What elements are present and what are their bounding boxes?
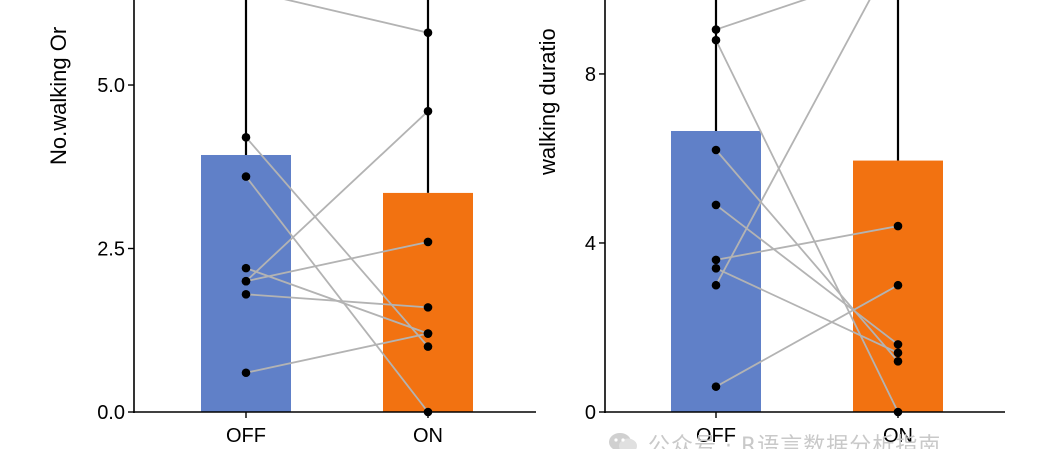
watermark: 公众号 · R语言数据分析指南 [604, 426, 1054, 449]
data-point-off [241, 289, 251, 299]
data-point-off [711, 264, 721, 273]
paired-line [245, 136, 429, 348]
y-axis-title: No.walking Or [46, 27, 71, 165]
paired-line [245, 332, 429, 374]
paired-line [245, 293, 429, 309]
data-point-off [711, 382, 721, 391]
data-point-off [241, 368, 251, 378]
paired-line [284, 0, 429, 34]
wechat-icon [609, 433, 637, 449]
y-tick-label: 8 [585, 64, 596, 86]
data-point-off [241, 276, 251, 286]
data-point-off [711, 200, 721, 210]
paired-line [245, 241, 429, 283]
x-tick-label-on: ON [883, 425, 913, 447]
data-point-on [893, 280, 903, 290]
data-point-on [423, 329, 433, 338]
x-tick-label-off: OFF [226, 425, 266, 447]
data-point-on [893, 356, 903, 366]
bar-on [383, 192, 473, 412]
paired-line [715, 0, 807, 31]
data-point-off [711, 280, 721, 290]
paired-line [715, 0, 871, 286]
paired-line [715, 149, 899, 362]
data-point-on [423, 342, 433, 351]
panel-2 [671, 0, 943, 417]
y-tick-label: 0.0 [97, 402, 125, 424]
paired-line [715, 284, 899, 388]
watermark-text: 公众号 · R语言数据分析指南 [648, 434, 942, 449]
data-point-off [241, 172, 251, 181]
paired-line [715, 267, 899, 354]
data-point-on [423, 28, 433, 37]
data-point-on [423, 237, 433, 247]
x-tick-label-off: OFF [696, 425, 736, 447]
y-tick-label: 4 [585, 233, 596, 255]
data-point-off [711, 35, 721, 45]
data-point-on [423, 303, 433, 312]
data-point-on [893, 221, 903, 231]
data-point-off [711, 25, 721, 34]
y-tick-label: 2.5 [97, 239, 125, 261]
panel-1 [201, 0, 473, 417]
paired-line [715, 225, 899, 261]
data-point-off [711, 145, 721, 155]
data-point-off [241, 263, 251, 273]
x-tick-label-on: ON [413, 425, 443, 447]
y-tick-label: 0 [585, 402, 596, 424]
paired-line [245, 176, 429, 413]
y-axis-title: walking duratio [535, 28, 560, 176]
data-point-on [893, 340, 903, 349]
paired-line [715, 39, 899, 413]
data-point-off [711, 255, 721, 265]
data-point-on [893, 348, 903, 358]
y-tick-label: 5.0 [97, 75, 125, 97]
paired-line [245, 110, 429, 282]
data-point-off [241, 133, 251, 142]
data-point-on [423, 106, 433, 116]
